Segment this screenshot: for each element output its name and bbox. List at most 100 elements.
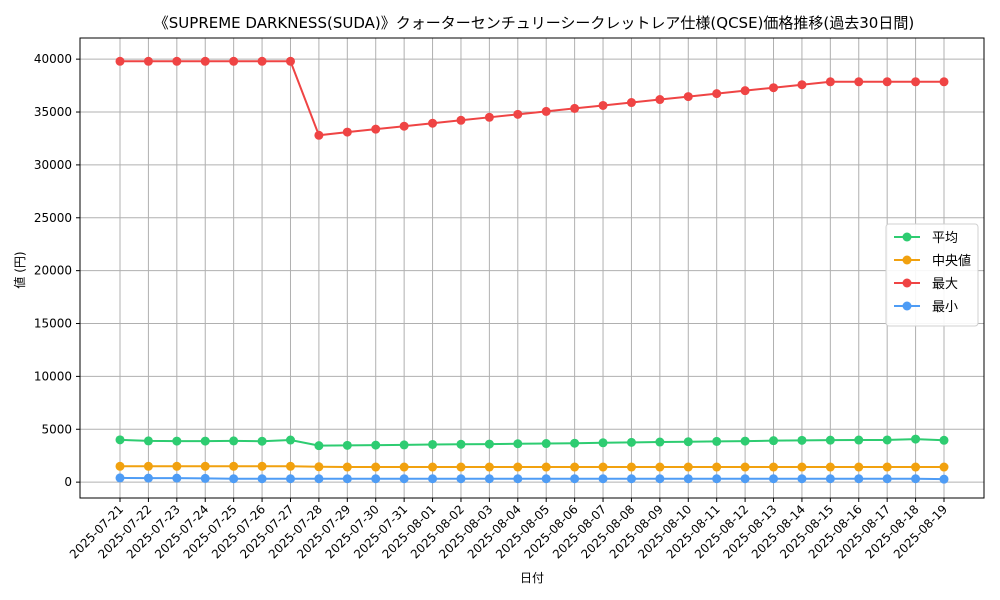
chart-title: 《SUPREME DARKNESS(SUDA)》クォーターセンチュリーシークレッ…	[154, 14, 914, 32]
data-point	[285, 56, 295, 66]
data-point	[939, 77, 949, 87]
data-point	[570, 438, 580, 448]
data-point	[342, 440, 352, 450]
data-point	[825, 462, 835, 472]
data-point	[939, 462, 949, 472]
data-point	[428, 462, 438, 472]
data-point	[655, 437, 665, 447]
data-point	[655, 462, 665, 472]
data-point	[712, 89, 722, 99]
data-point	[683, 92, 693, 102]
data-point	[854, 474, 864, 484]
data-point	[570, 462, 580, 472]
data-point	[399, 474, 409, 484]
data-point	[626, 98, 636, 108]
data-point	[882, 474, 892, 484]
data-point	[200, 436, 210, 446]
data-point	[143, 436, 153, 446]
series-line	[120, 60, 944, 137]
data-point	[371, 124, 381, 134]
series-line	[120, 465, 944, 469]
data-point	[683, 462, 693, 472]
data-point	[143, 461, 153, 471]
legend-item: 中央値	[894, 253, 971, 269]
legend-swatch-marker	[902, 232, 912, 242]
data-point	[882, 462, 892, 472]
data-point	[626, 437, 636, 447]
data-point	[911, 462, 921, 472]
data-point	[484, 474, 494, 484]
data-point	[200, 473, 210, 483]
y-tick-label: 15000	[34, 317, 72, 331]
data-point	[598, 462, 608, 472]
legend-swatch-marker	[902, 255, 912, 265]
data-point	[712, 474, 722, 484]
data-point	[456, 462, 466, 472]
data-point	[570, 474, 580, 484]
data-point	[740, 474, 750, 484]
data-point	[484, 439, 494, 449]
data-point	[456, 439, 466, 449]
data-point	[342, 462, 352, 472]
data-point	[939, 435, 949, 445]
data-point	[797, 462, 807, 472]
data-point	[541, 106, 551, 116]
data-point	[172, 436, 182, 446]
data-point	[769, 474, 779, 484]
data-point	[399, 121, 409, 131]
legend-label: 平均	[932, 231, 958, 246]
data-point	[626, 474, 636, 484]
legend-label: 最大	[932, 277, 958, 292]
series-平均	[115, 434, 949, 451]
legend-item: 最大	[894, 277, 958, 292]
data-point	[797, 435, 807, 445]
data-point	[541, 439, 551, 449]
data-point	[513, 109, 523, 119]
data-point	[428, 118, 438, 128]
data-point	[911, 77, 921, 87]
data-point	[683, 437, 693, 447]
data-point	[143, 473, 153, 483]
data-point	[911, 474, 921, 484]
data-point	[769, 436, 779, 446]
y-axis-label: 値 (円)	[12, 251, 27, 288]
series-line	[119, 438, 945, 447]
data-point	[825, 77, 835, 87]
x-axis-label: 日付	[520, 571, 544, 585]
data-point	[285, 474, 295, 484]
series-line	[119, 476, 945, 481]
data-point	[115, 435, 125, 445]
data-point	[371, 474, 381, 484]
data-point	[229, 56, 239, 66]
legend-label: 中央値	[932, 253, 971, 269]
data-point	[598, 100, 608, 110]
data-point	[825, 474, 835, 484]
data-point	[655, 95, 665, 105]
y-tick-label: 40000	[34, 52, 72, 66]
data-point	[712, 436, 722, 446]
series-group	[115, 56, 949, 484]
data-point	[285, 435, 295, 445]
data-point	[314, 441, 324, 451]
data-point	[598, 438, 608, 448]
data-point	[882, 77, 892, 87]
series-中央値	[115, 461, 949, 472]
data-point	[598, 474, 608, 484]
data-point	[797, 80, 807, 90]
y-tick-label: 0	[64, 475, 72, 489]
data-point	[399, 440, 409, 450]
data-point	[939, 474, 949, 484]
data-point	[825, 435, 835, 445]
legend-label: 最小	[932, 300, 958, 315]
legend-swatch-marker	[902, 278, 912, 288]
data-point	[342, 127, 352, 137]
data-point	[371, 462, 381, 472]
data-point	[513, 462, 523, 472]
data-point	[200, 461, 210, 471]
series-最小	[115, 473, 949, 484]
legend-box	[885, 223, 979, 327]
data-point	[314, 130, 324, 140]
data-point	[882, 435, 892, 445]
